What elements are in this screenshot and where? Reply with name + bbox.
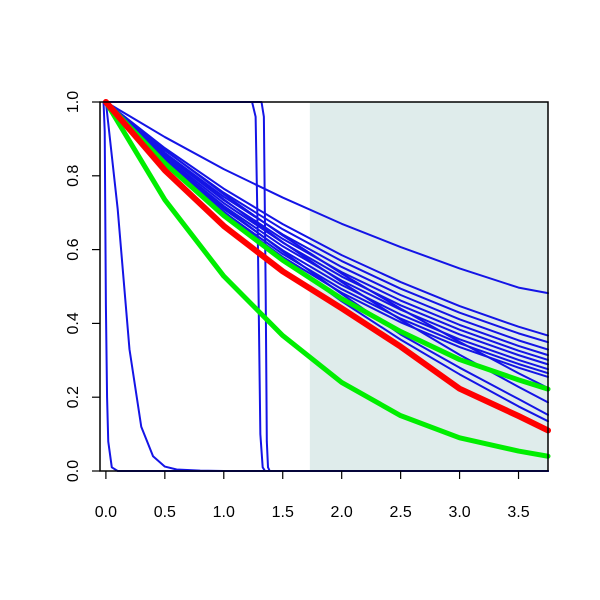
plot-border (99, 101, 549, 472)
series-line-20 (103, 99, 551, 459)
series-line-12 (104, 101, 549, 404)
x-tick-label-7: 3.5 (507, 504, 529, 521)
y-tick-label-3: 0.6 (65, 238, 82, 260)
series-line-0 (104, 101, 549, 295)
series-line-19 (103, 99, 551, 392)
series-line-13 (104, 101, 549, 389)
y-tick-label-1: 0.2 (65, 386, 82, 408)
x-tick-label-4: 2.0 (331, 504, 353, 521)
series-line-1 (104, 101, 549, 337)
x-tick-label-2: 1.0 (213, 504, 235, 521)
axes-layer: 0.0 0.5 1.0 1.5 2.0 2.5 3.0 3.5 0.0 0.2 0.4 0.6 0.8 1… (65, 91, 549, 521)
series-layer (102, 99, 551, 472)
series-line-11 (104, 101, 549, 416)
y-tick-label-0: 0.0 (65, 460, 82, 482)
y-tick-label-2: 0.4 (65, 312, 82, 334)
y-tick-label-4: 0.8 (65, 165, 82, 187)
series-line-18 (102, 99, 551, 434)
x-tick-label-0: 0.0 (95, 504, 117, 521)
x-tick-label-6: 3.0 (448, 504, 470, 521)
series-line-5 (104, 101, 549, 361)
x-tick-label-1: 0.5 (154, 504, 176, 521)
x-tick-label-5: 2.5 (390, 504, 412, 521)
series-line-4 (104, 101, 549, 357)
y-tick-label-5: 1.0 (65, 91, 82, 113)
x-tick-label-3: 1.5 (272, 504, 294, 521)
